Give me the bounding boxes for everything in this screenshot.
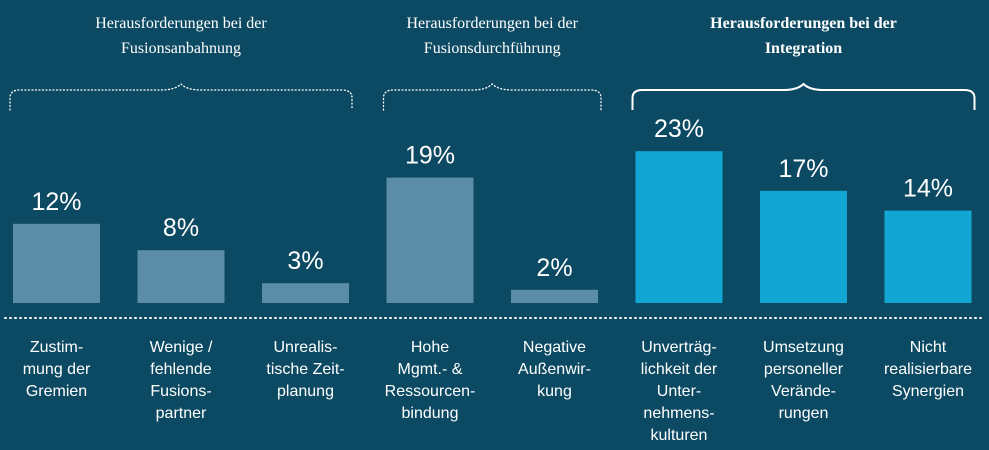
group-title-line: Herausforderungen bei der	[710, 15, 897, 32]
category-label: Wenige / fehlende Fusions-partner	[150, 339, 213, 422]
value-label: 8%	[163, 214, 199, 242]
category-label-line: personeller	[764, 361, 844, 378]
bar	[137, 250, 225, 303]
bar	[386, 177, 474, 303]
category-label-line: Ressourcen-	[385, 383, 476, 400]
bar	[635, 151, 723, 303]
category-label-line: nehmens-	[643, 405, 714, 422]
category-label: Unverträg-lichkeit der Unter-nehmens-kult…	[641, 339, 718, 444]
category-label-line: Verände-	[771, 383, 836, 400]
category-label-line: Wenige /	[150, 339, 213, 356]
group-title-line: Integration	[765, 40, 842, 57]
group-title-line: Herausforderungen bei der	[407, 15, 579, 32]
category-label-line: Negative	[523, 339, 586, 356]
category-label-line: Außenwir-	[518, 361, 591, 378]
value-label: 19%	[405, 142, 455, 170]
category-label: Unrealis-tische Zeit-planung	[266, 339, 344, 400]
category-label-line: mung der	[23, 361, 91, 378]
value-label: 2%	[536, 254, 572, 282]
value-label: 14%	[903, 175, 953, 203]
bar	[884, 210, 972, 303]
group-title: Herausforderungen bei der Fusionsanbahnun…	[95, 15, 267, 57]
category-label-line: lichkeit der	[641, 361, 718, 378]
category-label-line: kung	[537, 383, 572, 400]
value-label: 23%	[654, 115, 704, 143]
group-title-line: Fusionsdurchführung	[424, 40, 561, 57]
category-label-line: Hohe	[411, 339, 449, 356]
value-label: 3%	[287, 247, 323, 275]
category-label-line: Umsetzung	[763, 339, 844, 356]
group-title-line: Fusionsanbahnung	[121, 40, 241, 57]
category-label-line: Unrealis-	[273, 339, 337, 356]
group-brace	[382, 83, 602, 111]
value-label: 12%	[31, 188, 81, 216]
category-label: Negative Außenwir-kung	[518, 339, 591, 400]
category-label-line: rungen	[779, 405, 829, 422]
category-label-line: Unverträg-	[641, 339, 717, 356]
category-label: Nicht realisierbare Synergien	[884, 339, 972, 400]
category-label-line: bindung	[402, 405, 459, 422]
category-label-line: Synergien	[892, 383, 964, 400]
group-title: Herausforderungen bei der Fusionsdurchfüh…	[407, 15, 579, 57]
category-label: Zustim-mung der Gremien	[23, 339, 91, 400]
bar	[262, 283, 349, 303]
category-label-line: Unter-	[657, 383, 701, 400]
category-label-line: planung	[277, 383, 334, 400]
category-label-line: Fusions-	[150, 383, 211, 400]
bar	[760, 190, 847, 303]
category-label-line: Gremien	[26, 383, 87, 400]
category-label-line: kulturen	[651, 427, 708, 444]
category-label-line: Mgmt.- &	[398, 361, 463, 378]
category-label-line: fehlende	[150, 361, 211, 378]
category-label-line: tische Zeit-	[266, 361, 344, 378]
category-label-line: Nicht	[910, 339, 947, 356]
category-label-line: partner	[156, 405, 207, 422]
group-title-line: Herausforderungen bei der	[95, 15, 267, 32]
category-label-line: realisierbare	[884, 361, 972, 378]
category-label: Umsetzung personeller Verände-rungen	[763, 339, 844, 422]
bar	[511, 289, 598, 303]
value-label: 17%	[778, 155, 828, 183]
category-label: Hohe Mgmt.- & Ressourcen-bindung	[385, 339, 476, 422]
group-brace	[9, 83, 353, 111]
category-label-line: Zustim-	[30, 339, 83, 356]
group-title: Herausforderungen bei der Integration	[710, 15, 897, 57]
group-brace	[631, 82, 976, 110]
bar	[13, 223, 100, 303]
